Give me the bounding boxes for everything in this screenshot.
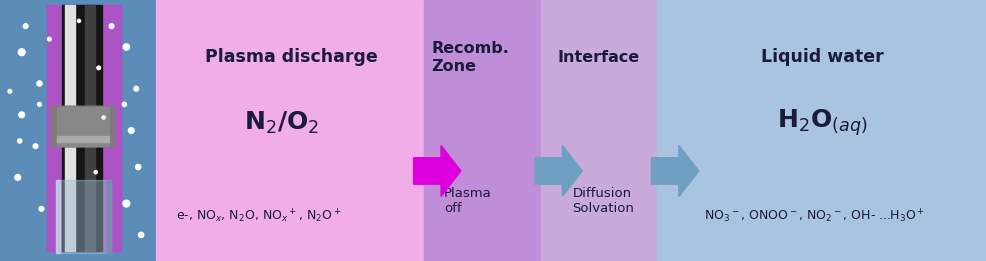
Bar bbox=[56, 180, 110, 253]
Text: N$_2$/O$_2$: N$_2$/O$_2$ bbox=[244, 110, 318, 136]
Ellipse shape bbox=[8, 90, 12, 93]
Polygon shape bbox=[413, 146, 460, 197]
Bar bbox=[56, 180, 60, 253]
Ellipse shape bbox=[122, 102, 126, 106]
Polygon shape bbox=[534, 146, 582, 197]
Ellipse shape bbox=[34, 144, 37, 149]
Text: Recomb.
Zone: Recomb. Zone bbox=[431, 41, 509, 74]
Ellipse shape bbox=[77, 19, 81, 22]
Ellipse shape bbox=[15, 175, 21, 180]
Ellipse shape bbox=[123, 200, 129, 207]
Text: Plasma discharge: Plasma discharge bbox=[204, 49, 378, 66]
Ellipse shape bbox=[94, 171, 98, 174]
Text: Diffusion
Solvation: Diffusion Solvation bbox=[572, 187, 634, 215]
Bar bbox=[65, 5, 75, 251]
Ellipse shape bbox=[39, 206, 43, 211]
Ellipse shape bbox=[19, 112, 25, 118]
Ellipse shape bbox=[97, 66, 101, 70]
Ellipse shape bbox=[24, 24, 28, 28]
Ellipse shape bbox=[128, 128, 134, 133]
Bar bbox=[540, 0, 657, 261]
Ellipse shape bbox=[109, 24, 113, 28]
Ellipse shape bbox=[18, 139, 22, 143]
Ellipse shape bbox=[36, 81, 42, 86]
Text: H$_2$O$_{(aq)}$: H$_2$O$_{(aq)}$ bbox=[776, 107, 867, 138]
Bar bbox=[657, 0, 986, 261]
Text: Liquid water: Liquid water bbox=[760, 49, 882, 66]
Ellipse shape bbox=[138, 232, 144, 238]
Bar bbox=[156, 0, 424, 261]
Ellipse shape bbox=[37, 103, 41, 106]
Ellipse shape bbox=[123, 44, 129, 50]
Polygon shape bbox=[651, 146, 698, 197]
Text: Plasma
off: Plasma off bbox=[444, 187, 491, 215]
Ellipse shape bbox=[19, 49, 25, 56]
FancyBboxPatch shape bbox=[51, 106, 114, 147]
Bar bbox=[57, 136, 108, 142]
Bar bbox=[85, 5, 95, 251]
Ellipse shape bbox=[134, 86, 138, 91]
Bar bbox=[62, 5, 102, 251]
Ellipse shape bbox=[47, 37, 51, 41]
Ellipse shape bbox=[102, 116, 106, 119]
Bar bbox=[47, 5, 121, 251]
Bar bbox=[106, 180, 110, 253]
Bar bbox=[57, 107, 108, 146]
Ellipse shape bbox=[135, 164, 141, 170]
Text: NO$_3$$^-$, ONOO$^-$, NO$_2$$^-$, OH- ...H$_3$O$^+$: NO$_3$$^-$, ONOO$^-$, NO$_2$$^-$, OH- ..… bbox=[703, 208, 924, 225]
Text: e-, NO$_x$, N$_2$O, NO$_x$$^+$, N$_2$O$^+$: e-, NO$_x$, N$_2$O, NO$_x$$^+$, N$_2$O$^… bbox=[176, 208, 341, 225]
Bar bbox=[424, 0, 540, 261]
Text: Interface: Interface bbox=[557, 50, 639, 65]
